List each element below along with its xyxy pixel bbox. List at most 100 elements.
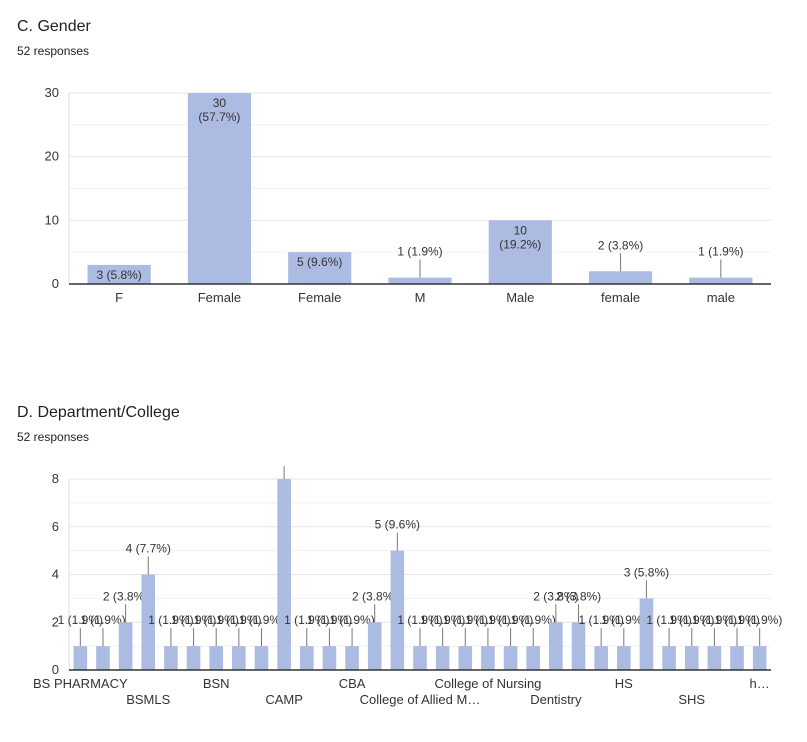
- department-x-tick-label: CAMP: [265, 692, 303, 707]
- department-data-label: 1 (1.9%): [692, 613, 737, 627]
- gender-data-label: 3 (5.8%): [96, 268, 141, 282]
- gender-y-tick-label: 20: [45, 149, 59, 164]
- department-data-label: 1 (1.9%): [80, 613, 125, 627]
- department-data-label: 1 (1.9%): [239, 613, 284, 627]
- gender-data-label: 1 (1.9%): [698, 245, 743, 259]
- gender-y-tick-label: 30: [45, 85, 59, 100]
- department-x-tick-label: BS PHARMACY: [33, 676, 128, 691]
- gender-bar: [187, 93, 252, 284]
- gender-bar: [488, 220, 552, 284]
- department-y-tick-label: 4: [52, 567, 59, 582]
- department-data-label: 2 (3.8%): [556, 589, 601, 603]
- department-bar: [390, 550, 405, 670]
- gender-data-label: 10: [514, 223, 528, 237]
- gender-bar: [288, 252, 352, 284]
- gender-y-tick-label: 10: [45, 212, 59, 227]
- department-bar: [413, 646, 427, 670]
- department-bar: [232, 646, 246, 670]
- gender-data-label: 2 (3.8%): [598, 238, 643, 252]
- department-data-label: 1 (1.9%): [148, 613, 193, 627]
- department-bar: [254, 646, 269, 670]
- department-data-label: 1 (1.9%): [194, 613, 239, 627]
- gender-data-label: 30: [213, 96, 227, 110]
- gender-x-tick-label: F: [115, 290, 123, 305]
- gender-chart-subtitle: 52 responses: [17, 44, 90, 58]
- department-chart-subtitle: 52 responses: [17, 430, 90, 444]
- department-data-label: 1 (1.9%): [488, 613, 533, 627]
- department-x-tick-label: College of Nursing: [434, 676, 541, 691]
- department-bar: [594, 646, 608, 670]
- department-y-tick-label: 6: [52, 519, 59, 534]
- department-data-label: 1 (1.9%): [171, 613, 216, 627]
- department-bar: [458, 646, 473, 670]
- department-data-label: 2 (3.8%): [352, 589, 397, 603]
- department-bar: [277, 479, 291, 670]
- department-data-label: 1 (1.9%): [578, 613, 623, 627]
- department-data-label: 1 (1.9%): [329, 613, 374, 627]
- department-data-label: 3 (5.8%): [624, 565, 669, 579]
- department-y-tick-label: 0: [52, 662, 59, 677]
- department-x-tick-label: Dentistry: [530, 692, 582, 707]
- department-bar: [662, 646, 676, 670]
- department-bar: [730, 646, 744, 670]
- gender-bar: [689, 277, 753, 284]
- department-data-label: 1 (1.9%): [646, 613, 691, 627]
- department-bar: [549, 622, 563, 670]
- department-data-label: 5 (9.6%): [375, 518, 420, 532]
- gender-x-tick-label: Female: [298, 290, 341, 305]
- department-y-tick-label: 8: [52, 471, 59, 486]
- department-bar: [186, 646, 201, 670]
- department-bar: [526, 646, 541, 670]
- gender-chart-title: C. Gender: [17, 18, 91, 35]
- department-bar: [73, 646, 88, 670]
- department-bar: [209, 646, 223, 670]
- gender-x-tick-label: Male: [506, 290, 534, 305]
- gender-data-label: (19.2%): [499, 237, 541, 251]
- department-data-label: 1 (1.9%): [511, 613, 556, 627]
- department-x-tick-label: CBA: [339, 676, 366, 691]
- department-data-label: 1 (1.9%): [307, 613, 352, 627]
- gender-y-tick-label: 0: [52, 276, 59, 291]
- department-bar: [118, 622, 133, 670]
- department-x-tick-label: College of Allied M…: [360, 692, 481, 707]
- department-x-tick-label: HS: [615, 676, 633, 691]
- department-bar: [367, 622, 382, 670]
- department-data-label: 1 (1.9%): [443, 613, 488, 627]
- department-data-label: 4 (7.7%): [126, 542, 171, 556]
- department-data-label: 1 (1.9%): [714, 613, 759, 627]
- department-x-tick-label: SHS: [678, 692, 705, 707]
- department-data-label: 1 (1.9%): [465, 613, 510, 627]
- gender-x-tick-label: Female: [198, 290, 241, 305]
- department-bar: [684, 646, 699, 670]
- department-bar: [503, 646, 518, 670]
- department-bar: [571, 622, 586, 670]
- gender-x-tick-label: M: [415, 290, 426, 305]
- department-bar: [141, 574, 156, 670]
- department-data-label: 1 (1.9%): [216, 613, 261, 627]
- department-bar: [435, 646, 450, 670]
- department-data-label: 2 (3.8%): [103, 589, 148, 603]
- department-x-tick-label: h…: [750, 676, 770, 691]
- department-data-label: 2 (3.8%): [533, 589, 578, 603]
- department-bar: [752, 646, 767, 670]
- gender-data-label: 5 (9.6%): [297, 255, 342, 269]
- gender-data-label: (57.7%): [198, 110, 240, 124]
- department-bar: [481, 646, 495, 670]
- gender-bar: [388, 277, 452, 284]
- gender-x-tick-label: male: [707, 290, 735, 305]
- gender-bar: [588, 271, 653, 284]
- gender-bar: [87, 264, 151, 284]
- department-bar: [707, 646, 722, 670]
- department-data-label: 1 (1.9%): [284, 613, 329, 627]
- department-data-label: 1 (1.9%): [397, 613, 442, 627]
- department-data-label: 1 (1.9%): [58, 613, 103, 627]
- gender-x-tick-label: female: [601, 290, 640, 305]
- department-x-tick-label: BSMLS: [126, 692, 170, 707]
- department-bar: [299, 646, 314, 670]
- department-bar: [345, 646, 359, 670]
- department-data-label: 1 (1.9%): [737, 613, 782, 627]
- department-bar: [164, 646, 178, 670]
- department-bar: [639, 598, 654, 670]
